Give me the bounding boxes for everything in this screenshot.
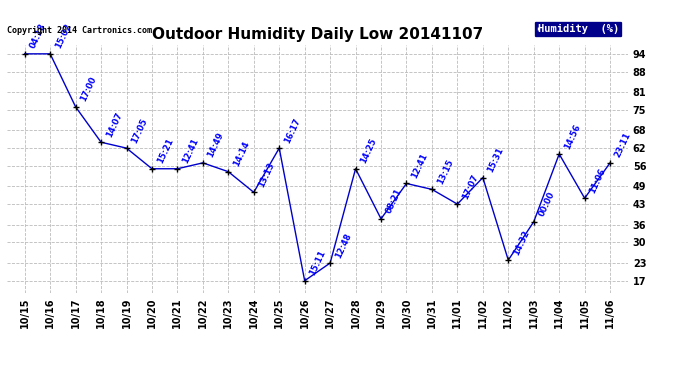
Text: 23:11: 23:11 (613, 131, 633, 159)
Text: 14:07: 14:07 (104, 111, 124, 139)
Text: 14:25: 14:25 (359, 137, 378, 165)
Text: 17:00: 17:00 (79, 75, 98, 104)
Text: 00:00: 00:00 (537, 190, 556, 218)
Text: 08:21: 08:21 (384, 188, 404, 215)
Text: 14:49: 14:49 (206, 131, 226, 159)
Text: 15:11: 15:11 (308, 249, 328, 277)
Text: 17:07: 17:07 (461, 173, 480, 201)
Text: 15:31: 15:31 (486, 146, 506, 174)
Text: 16:17: 16:17 (282, 117, 302, 145)
Text: 15:21: 15:21 (155, 137, 175, 165)
Text: 15:02: 15:02 (54, 22, 73, 50)
Text: 14:14: 14:14 (232, 140, 251, 168)
Text: 04:18: 04:18 (28, 22, 48, 50)
Legend: Humidity  (%): Humidity (%) (534, 21, 622, 38)
Text: 14:56: 14:56 (562, 122, 582, 150)
Text: 13:13: 13:13 (257, 161, 277, 189)
Text: 12:41: 12:41 (410, 152, 429, 180)
Text: 12:41: 12:41 (181, 137, 200, 165)
Text: 13:15: 13:15 (435, 158, 455, 186)
Title: Outdoor Humidity Daily Low 20141107: Outdoor Humidity Daily Low 20141107 (152, 27, 483, 42)
Text: 14:32: 14:32 (511, 228, 531, 256)
Text: 17:05: 17:05 (130, 117, 149, 145)
Text: 11:06: 11:06 (588, 166, 607, 195)
Text: Copyright 2014 Cartronics.com: Copyright 2014 Cartronics.com (7, 26, 152, 35)
Text: 12:48: 12:48 (333, 231, 353, 260)
